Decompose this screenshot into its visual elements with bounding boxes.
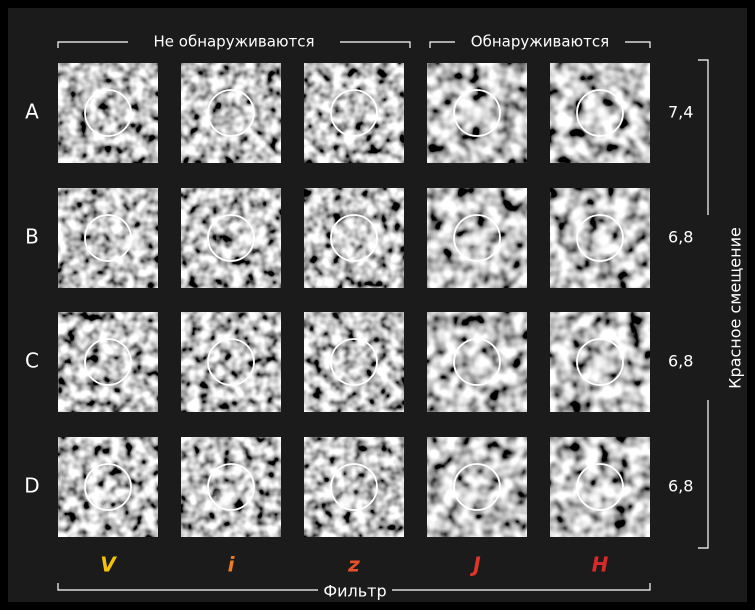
row-label: D	[24, 474, 39, 498]
image-tile	[304, 63, 404, 163]
source-blob	[362, 226, 390, 254]
image-tile	[304, 312, 404, 412]
source-blob	[209, 485, 237, 513]
aperture-circle	[453, 463, 501, 511]
aperture-circle	[576, 89, 624, 137]
image-tile	[550, 437, 650, 537]
aperture-circle	[576, 214, 624, 262]
aperture-circle	[576, 338, 624, 386]
source-blob	[586, 101, 614, 129]
aperture-circle	[576, 463, 624, 511]
filter-label: i	[228, 553, 236, 577]
source-blob	[455, 485, 483, 513]
aperture-circle	[84, 89, 132, 137]
y-bracket	[698, 59, 709, 549]
source-blob	[586, 226, 614, 254]
source-blob	[239, 226, 267, 254]
x-label: Фильтр	[323, 582, 386, 601]
aperture-circle	[330, 214, 378, 262]
source-blob	[463, 101, 491, 129]
filter-label: z	[347, 553, 360, 577]
redshift-label: 6,8	[668, 228, 693, 247]
aperture-circle	[330, 338, 378, 386]
image-tile	[58, 437, 158, 537]
row-label: C	[25, 349, 39, 373]
x-bracket	[57, 583, 651, 591]
aperture-circle	[207, 214, 255, 262]
redshift-label: 6,8	[668, 477, 693, 496]
filter-label: V	[100, 553, 117, 577]
image-tile	[181, 312, 281, 412]
y-label: Красное смещение	[726, 227, 745, 389]
source-blob	[463, 350, 491, 378]
aperture-circle	[330, 89, 378, 137]
row-label: A	[25, 100, 39, 124]
group-bracket	[57, 41, 411, 48]
aperture-circle	[84, 214, 132, 262]
group-label: Обнаруживаются	[471, 33, 609, 51]
source-blob	[586, 350, 614, 378]
group-label: Не обнаруживаются	[153, 33, 314, 51]
tiles	[58, 63, 650, 537]
aperture-circle	[453, 214, 501, 262]
source-blob	[463, 226, 491, 254]
source-blob	[578, 485, 606, 513]
group-bracket	[429, 41, 651, 48]
row-label: B	[25, 225, 39, 249]
source-blob	[116, 226, 144, 254]
aperture-circle	[84, 338, 132, 386]
source-blob	[332, 485, 360, 513]
image-tile	[181, 437, 281, 537]
aperture-circle	[207, 338, 255, 386]
image-tile	[181, 63, 281, 163]
aperture-circle	[207, 89, 255, 137]
image-tile	[58, 312, 158, 412]
image-tile	[58, 63, 158, 163]
aperture-circle	[453, 89, 501, 137]
redshift-label: 6,8	[668, 352, 693, 371]
aperture-circle	[330, 463, 378, 511]
aperture-circle	[207, 463, 255, 511]
image-tile	[304, 437, 404, 537]
aperture-circle	[84, 463, 132, 511]
source-blob	[86, 485, 114, 513]
image-tile	[427, 437, 527, 537]
filter-label: H	[592, 553, 609, 577]
aperture-circle	[453, 338, 501, 386]
redshift-label: 7,4	[668, 103, 693, 122]
